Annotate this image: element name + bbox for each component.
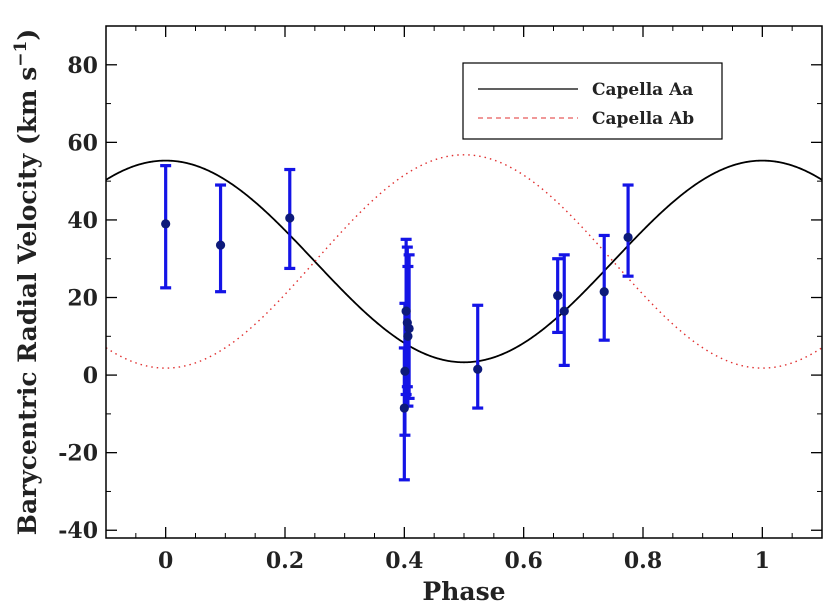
data-point: [401, 306, 411, 316]
y-axis-title: Barycentric Radial Velocity (km s−1): [11, 29, 42, 535]
data-point: [599, 287, 609, 297]
legend-box: [462, 62, 723, 140]
legend: Capella Aa Capella Ab: [462, 62, 723, 140]
data-point: [285, 213, 295, 223]
x-tick-label: 1: [755, 548, 770, 574]
y-axis-title-close: ): [13, 29, 42, 41]
model-curves: [106, 154, 822, 369]
legend-label-capella-aa: Capella Aa: [592, 80, 693, 100]
y-tick-label: 80: [67, 53, 98, 79]
x-tick-label: 0.4: [385, 548, 423, 574]
data-point: [623, 232, 633, 242]
y-tick-label: -20: [58, 441, 98, 467]
x-axis: 0 0.2 0.4 0.6 0.8 1: [105, 26, 823, 574]
observations: [160, 164, 634, 482]
data-point: [400, 366, 410, 376]
y-axis: -40 -20 0 20 40 60 80: [58, 25, 822, 544]
legend-label-capella-ab: Capella Ab: [592, 109, 694, 129]
y-tick-label: 60: [67, 130, 98, 156]
x-tick-label: 0.8: [624, 548, 662, 574]
y-axis-title-main: Barycentric Radial Velocity (km s: [13, 67, 42, 535]
y-tick-label: -40: [58, 518, 98, 544]
data-point: [553, 290, 563, 301]
x-tick-label: 0.2: [266, 548, 304, 574]
x-tick-label: 0: [158, 548, 173, 574]
x-axis-title: Phase: [422, 577, 505, 606]
series-line: [106, 154, 822, 369]
y-tick-label: 20: [67, 286, 98, 312]
x-tick-label: 0.6: [505, 548, 543, 574]
y-axis-title-superscript: −1: [11, 41, 31, 67]
series-line: [106, 159, 822, 364]
data-point: [559, 306, 569, 316]
data-point: [473, 364, 483, 374]
data-point: [403, 331, 413, 341]
data-point: [161, 219, 171, 229]
y-tick-label: 0: [83, 363, 98, 389]
data-point: [215, 240, 226, 250]
data-point: [399, 403, 409, 413]
data-point: [404, 323, 414, 334]
y-tick-label: 40: [67, 208, 98, 234]
